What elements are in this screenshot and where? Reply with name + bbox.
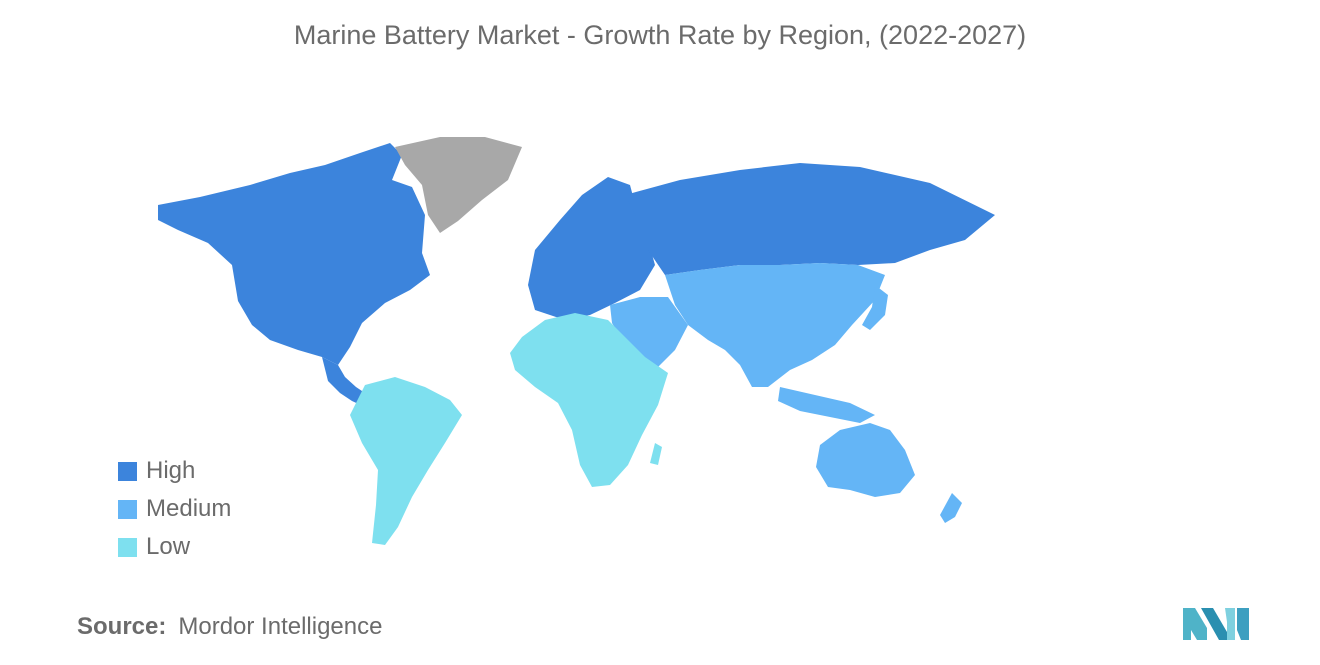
legend-swatch-medium — [118, 499, 137, 519]
legend-item-high: High — [118, 452, 231, 490]
region-madagascar — [650, 443, 662, 465]
region-japan — [862, 285, 888, 330]
legend: High Medium Low — [118, 452, 231, 566]
source-value: Mordor Intelligence — [178, 613, 383, 640]
legend-item-medium: Medium — [118, 490, 231, 528]
region-europe — [528, 177, 655, 320]
region-australia — [816, 423, 915, 497]
legend-label-low: Low — [146, 533, 191, 560]
region-central-america — [322, 357, 368, 407]
world-map — [158, 137, 995, 545]
region-southeast-asia — [778, 387, 875, 423]
region-south-america — [350, 377, 462, 545]
legend-label-high: High — [146, 457, 196, 484]
legend-swatch-high — [118, 461, 137, 481]
legend-item-low: Low — [118, 528, 231, 566]
region-middle-east — [610, 297, 688, 370]
mordor-intelligence-logo-icon — [1183, 608, 1249, 640]
region-asia — [665, 263, 885, 387]
region-north-america — [158, 143, 430, 365]
source-key: Source: — [77, 613, 167, 640]
legend-swatch-low — [118, 537, 137, 557]
region-greenland — [395, 137, 522, 233]
region-africa — [510, 313, 668, 487]
region-new-zealand — [940, 493, 962, 523]
region-russia — [625, 163, 995, 275]
legend-label-medium: Medium — [146, 495, 232, 522]
chart-title: Marine Battery Market - Growth Rate by R… — [293, 20, 1027, 50]
source-line: Source: Mordor Intelligence — [77, 613, 382, 641]
